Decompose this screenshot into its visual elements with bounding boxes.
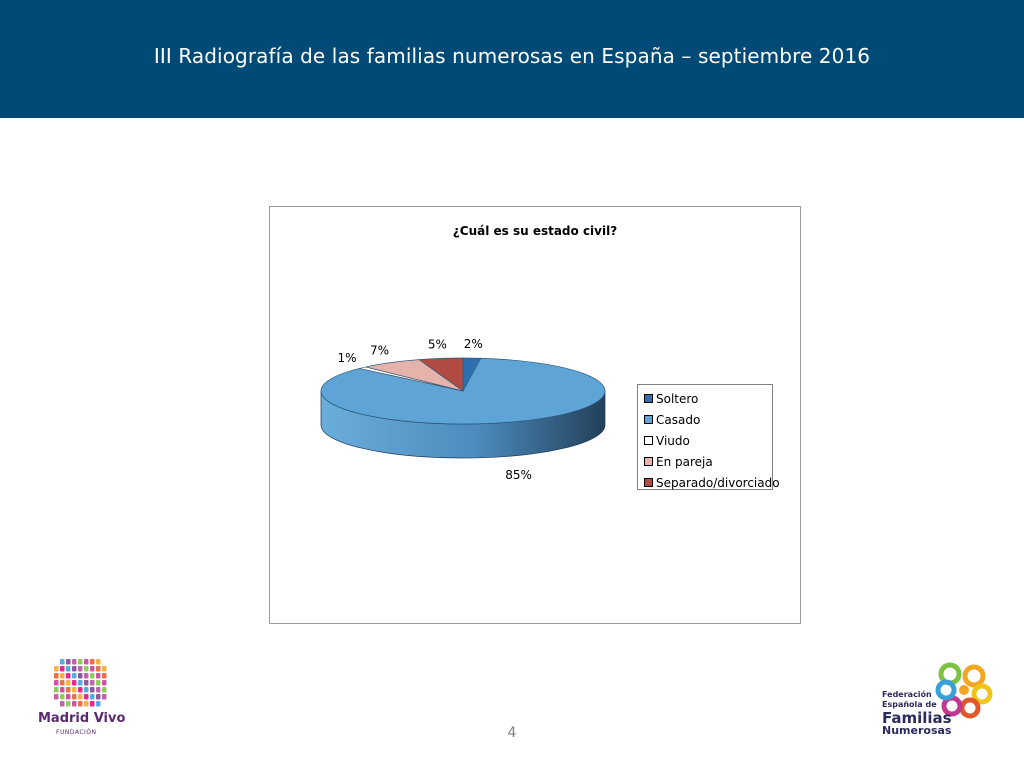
slide-title: III Radiografía de las familias numerosa…: [153, 44, 871, 68]
chart-legend: Soltero Casado Viudo En pareja Separado/divo…: [637, 384, 780, 493]
pie-label-soltero: 2%: [464, 337, 483, 351]
fefn-flower-icon: [935, 662, 993, 719]
pie-label-viudo: 1%: [338, 351, 357, 365]
madrid-vivo-sub: FUNDACIÓN: [56, 729, 97, 736]
pie-labels: 2% 85% 1% 7% 5%: [338, 337, 532, 482]
legend-label-en-pareja: En pareja: [656, 454, 713, 469]
chart-title: ¿Cuál es su estado civil?: [452, 224, 618, 238]
page-number: 4: [507, 725, 517, 741]
legend-label-viudo: Viudo: [656, 433, 690, 448]
fefn-line3: Familias: [882, 709, 952, 727]
legend-swatch-separado-divorciado: [644, 478, 653, 487]
legend-item-separado-divorciado: Separado/divorciado: [644, 472, 780, 493]
madrid-vivo-name: Madrid Vivo: [38, 711, 126, 726]
legend-swatch-casado: [644, 415, 653, 424]
madrid-vivo-mosaic-icon: [54, 659, 107, 707]
legend-item-viudo: Viudo: [644, 430, 772, 451]
madrid-vivo-logo: Madrid Vivo FUNDACIÓN: [34, 653, 126, 741]
fefn-line4: Numerosas: [882, 724, 952, 737]
legend-item-casado: Casado: [644, 409, 772, 430]
pie-label-en-pareja: 7%: [370, 344, 389, 358]
pie-label-separado-divorciado: 5%: [428, 338, 447, 352]
legend-label-separado-divorciado: Separado/divorciado: [656, 475, 780, 490]
slide-header: III Radiografía de las familias numerosa…: [0, 0, 1024, 118]
pie-slices: [320, 357, 606, 425]
legend-label-soltero: Soltero: [656, 391, 699, 406]
legend-swatch-en-pareja: [644, 457, 653, 466]
legend-swatch-soltero: [644, 394, 653, 403]
legend-label-casado: Casado: [656, 412, 701, 427]
legend-item-en-pareja: En pareja: [644, 451, 772, 472]
fefn-logo: Federación Española de Familias Numerosa…: [878, 660, 996, 740]
pie-slice-separado-divorciado: [418, 357, 464, 392]
legend-item-soltero: Soltero: [644, 388, 772, 409]
fefn-line1: Federación: [882, 690, 932, 699]
fefn-line2: Española de: [882, 700, 937, 709]
pie-label-casado: 85%: [505, 468, 532, 482]
chart-frame: ¿Cuál es su estado civil? 2% 85% 1% 7% 5% So…: [269, 206, 801, 624]
pie-chart: 2% 85% 1% 7% 5%: [320, 337, 606, 482]
legend-swatch-viudo: [644, 436, 653, 445]
